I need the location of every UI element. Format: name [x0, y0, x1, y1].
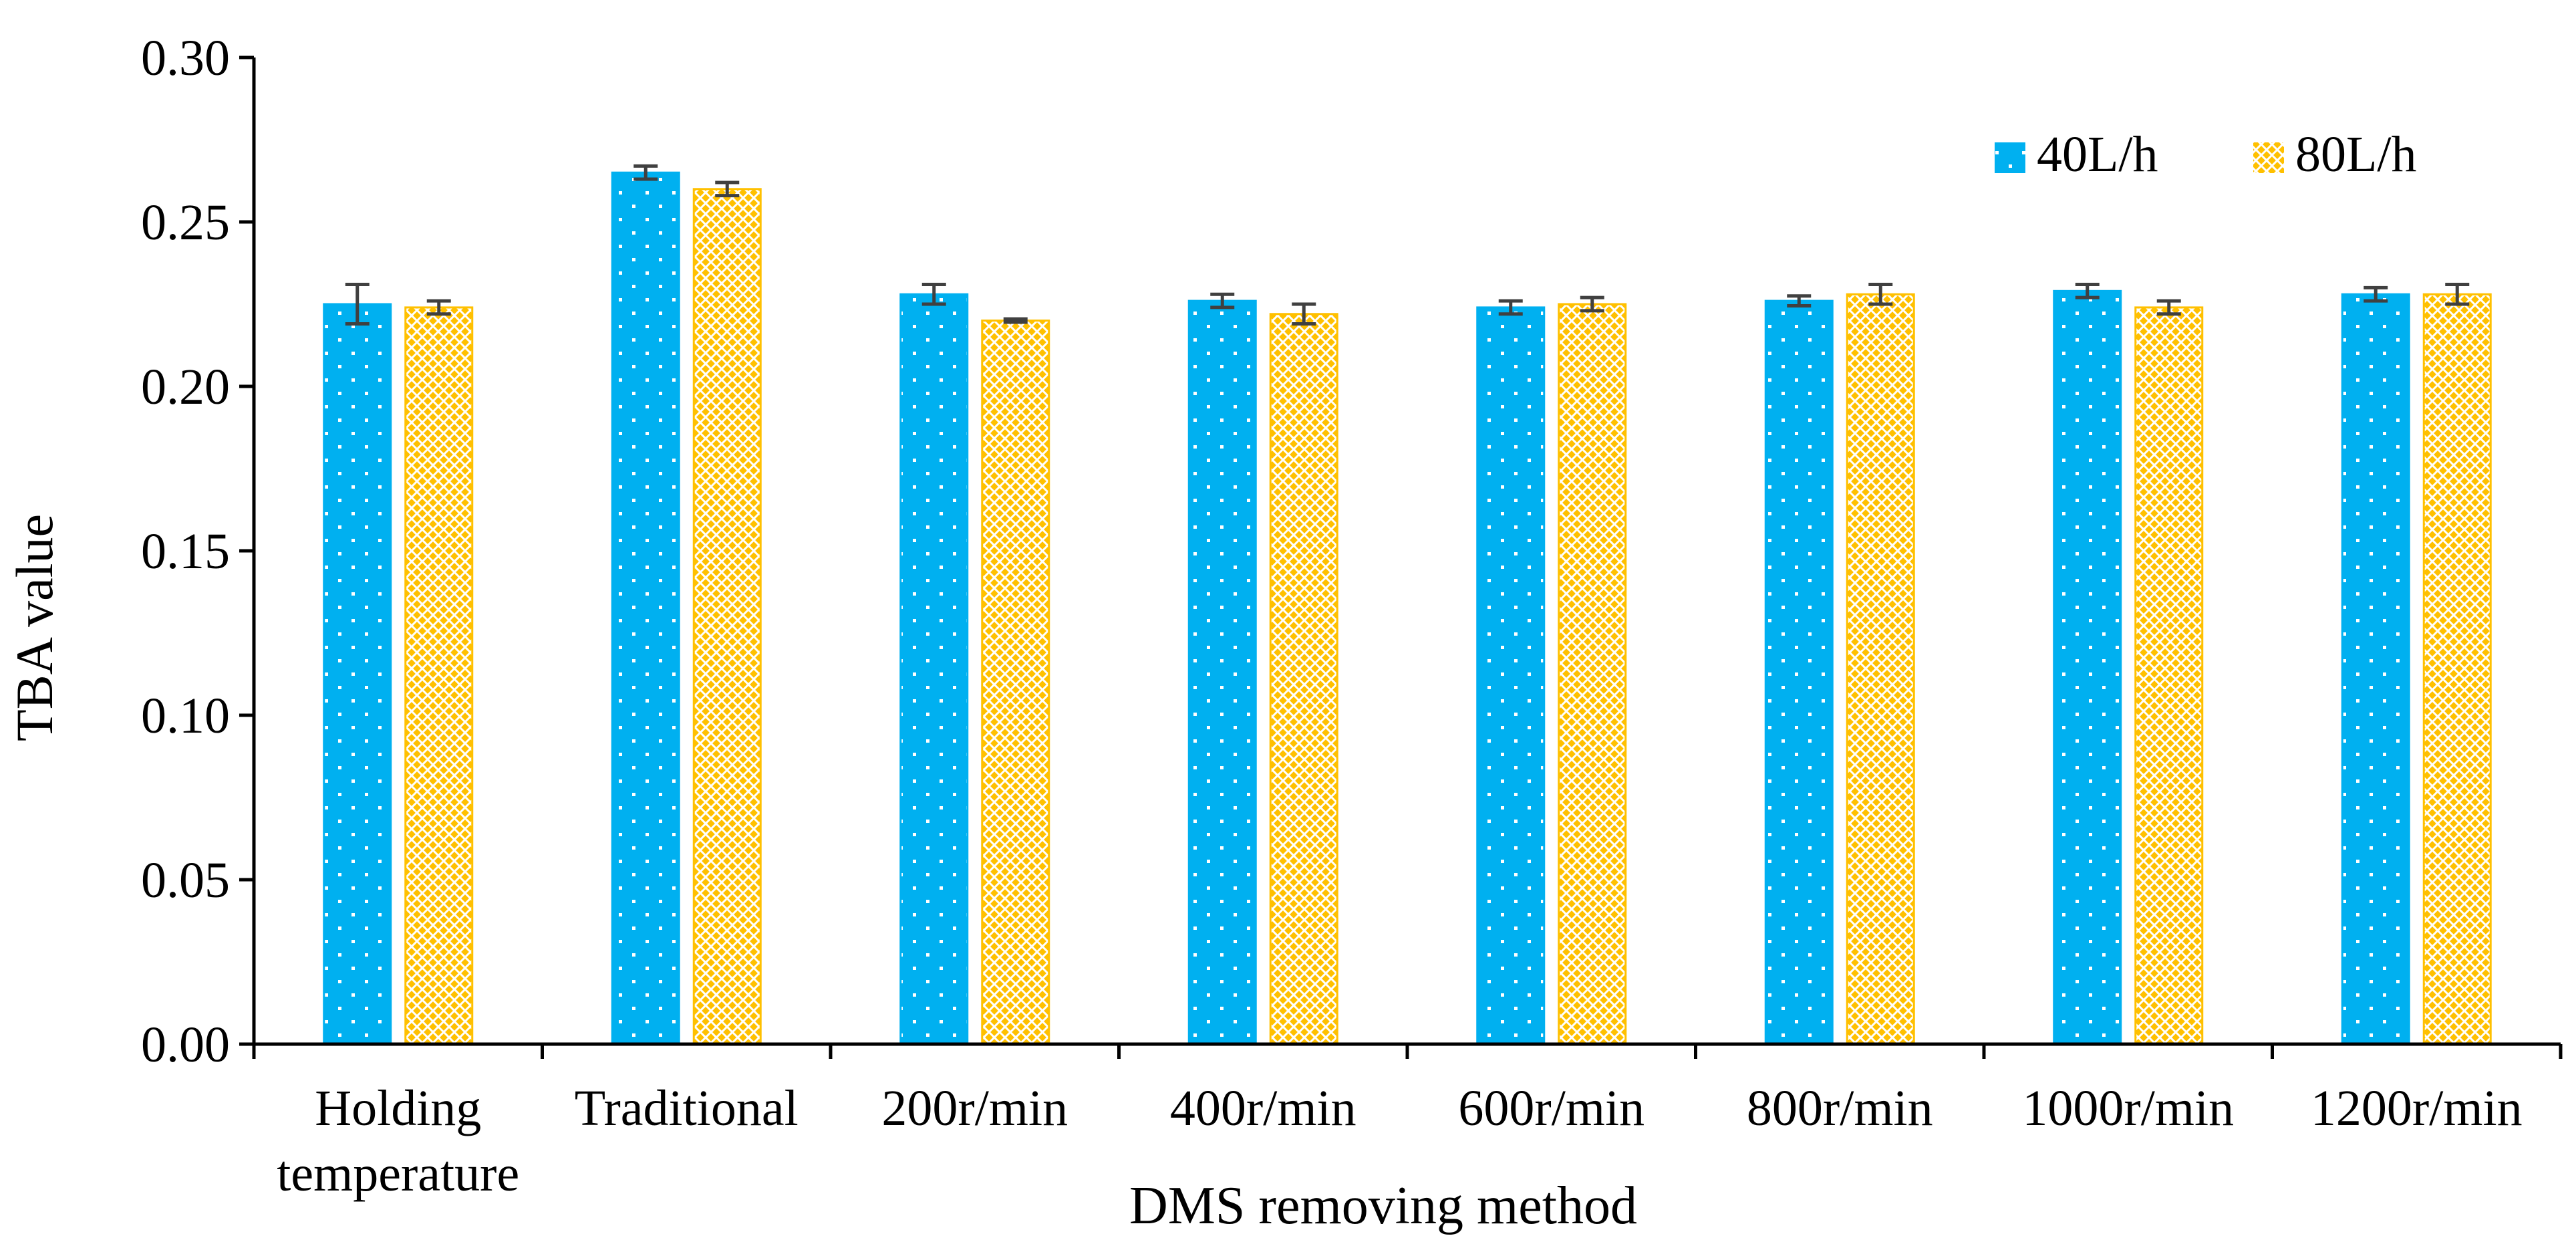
- bar-80lh-3: [1269, 313, 1338, 1045]
- bar-40lh-5: [1764, 299, 1834, 1045]
- x-axis-ticks: Holding temperature Traditional 200r/min 400…: [252, 1044, 2563, 1202]
- error-bar: [1787, 294, 1812, 307]
- y-tick-label: 0.20: [141, 359, 230, 415]
- legend-label-40lh: 40L/h: [2037, 126, 2158, 182]
- x-category-label: Traditional: [575, 1080, 799, 1136]
- bar-40lh-0: [323, 303, 392, 1045]
- bar-80lh-6: [2134, 306, 2204, 1045]
- x-category-label: Holding: [315, 1080, 481, 1136]
- error-bar: [1210, 292, 1235, 309]
- bar-40lh-1: [611, 171, 680, 1045]
- bar-80lh-7: [2422, 293, 2492, 1045]
- bar-80lh-1: [692, 188, 762, 1045]
- x-category-label: 200r/min: [881, 1080, 1068, 1136]
- error-bar: [633, 164, 658, 181]
- error-bar: [345, 282, 370, 326]
- bar-80lh-2: [981, 320, 1050, 1045]
- bar-80lh-4: [1558, 303, 1627, 1045]
- error-bar: [715, 180, 740, 198]
- error-bar: [1292, 302, 1316, 326]
- bar-80lh-0: [404, 306, 474, 1045]
- error-bar: [426, 299, 451, 316]
- x-axis-label: DMS removing method: [1129, 1176, 1637, 1235]
- y-axis-ticks: 0.00 0.05 0.10 0.15 0.20 0.25 0.30: [141, 30, 254, 1073]
- x-category-label: 400r/min: [1170, 1080, 1356, 1136]
- error-bars-layer: [345, 164, 2470, 326]
- error-bar: [1003, 317, 1028, 324]
- error-bar: [1580, 295, 1604, 313]
- bar-40lh-7: [2341, 293, 2410, 1045]
- x-category-label: 600r/min: [1458, 1080, 1644, 1136]
- legend: 40L/h 80L/h: [1995, 126, 2417, 182]
- error-bar: [2364, 285, 2388, 303]
- y-tick-label: 0.10: [141, 688, 230, 744]
- x-category-label: 800r/min: [1747, 1080, 1933, 1136]
- error-bar: [2075, 282, 2100, 299]
- bars-layer: [323, 171, 2492, 1045]
- legend-swatch-80lh: [2253, 142, 2284, 173]
- bar-80lh-5: [1846, 293, 1915, 1045]
- y-tick-label: 0.05: [141, 852, 230, 908]
- x-category-label: temperature: [277, 1146, 519, 1202]
- y-tick-label: 0.15: [141, 523, 230, 580]
- bar-40lh-6: [2053, 289, 2122, 1045]
- bar-40lh-4: [1476, 306, 1546, 1045]
- y-tick-label: 0.25: [141, 195, 230, 251]
- error-bar: [921, 282, 946, 306]
- error-bar: [2156, 299, 2181, 316]
- y-axis-label: TBA value: [5, 514, 63, 741]
- x-category-label: 1000r/min: [2022, 1080, 2234, 1136]
- error-bar: [1868, 282, 1893, 306]
- error-bar: [2445, 282, 2470, 306]
- legend-swatch-40lh: [1995, 142, 2025, 173]
- y-tick-label: 0.00: [141, 1017, 230, 1073]
- legend-label-80lh: 80L/h: [2295, 126, 2417, 182]
- x-category-label: 1200r/min: [2311, 1080, 2523, 1136]
- error-bar: [1498, 299, 1523, 316]
- y-tick-label: 0.30: [141, 30, 230, 86]
- bar-40lh-3: [1187, 299, 1257, 1045]
- bar-40lh-2: [899, 293, 969, 1045]
